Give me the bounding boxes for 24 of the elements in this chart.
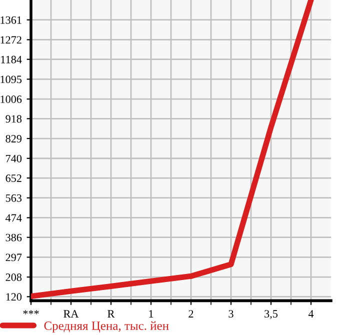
y-tick-label: 1184 [1, 56, 22, 64]
y-tick-label: 208 [6, 274, 22, 282]
x-tick-label: 3,5 [264, 310, 278, 320]
y-tick-label: 297 [6, 254, 22, 262]
y-tick-label: 1006 [0, 96, 22, 104]
y-tick-label: 918 [6, 115, 22, 123]
y-tick-label: 1095 [0, 76, 22, 84]
y-tick-label: 829 [6, 134, 22, 142]
x-tick-label: 4 [308, 310, 314, 318]
y-tick-label: 563 [6, 194, 22, 202]
y-tick-label: 386 [6, 234, 22, 242]
legend-label: Средняя Цена, тыс. йен [44, 321, 169, 332]
x-tick-label: 3 [228, 310, 234, 318]
y-tick-label: 474 [6, 214, 22, 222]
y-tick-label: 120 [6, 293, 22, 301]
x-tick-label: *** [23, 310, 39, 314]
y-tick-label: 652 [6, 174, 22, 182]
y-tick-label: 1272 [0, 36, 22, 44]
x-tick-label: R [108, 310, 115, 318]
y-tick-label: 1361 [0, 16, 22, 24]
x-tick-label: 2 [188, 310, 194, 318]
x-tick-label: RA [64, 310, 79, 318]
y-tick-label: 740 [6, 154, 22, 162]
x-tick-label: 1 [149, 310, 154, 318]
